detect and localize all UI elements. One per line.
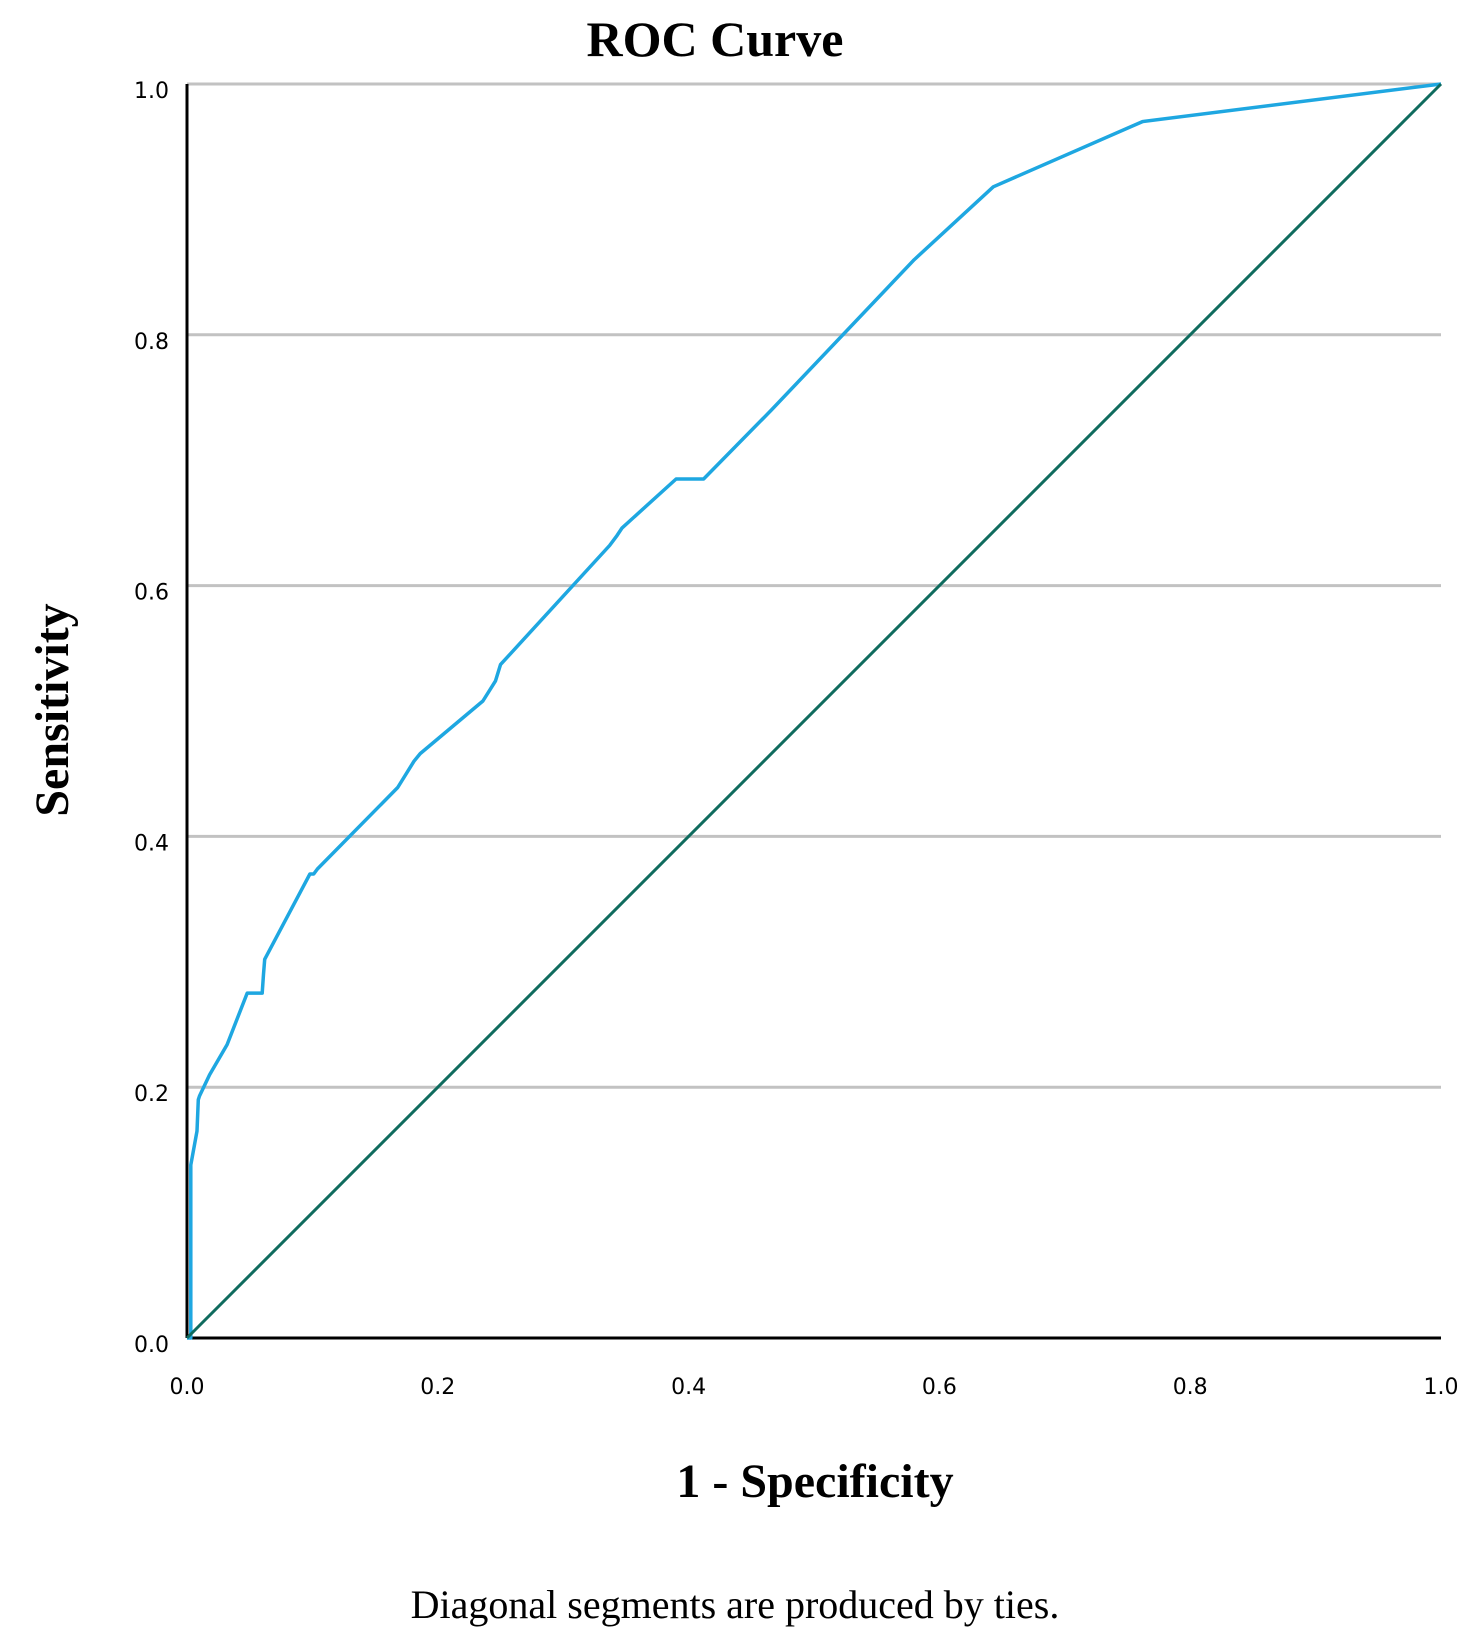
gridlines (187, 82, 1441, 1089)
reference-diagonal-line (185, 82, 1443, 1340)
y-tick-label: 0.4 (134, 831, 169, 856)
footnote: Diagonal segments are produced by ties. (411, 1582, 1060, 1627)
y-tick-label: 0.2 (134, 1082, 169, 1107)
y-axis-label: Sensitivity (26, 603, 79, 816)
x-tick-labels: 0.0 0.2 0.4 0.6 0.8 1.0 (170, 1375, 1459, 1400)
axes (185, 84, 1441, 1340)
x-tick-label: 1.0 (1424, 1375, 1459, 1400)
x-tick-label: 0.2 (420, 1375, 455, 1400)
series-layer (185, 82, 1443, 1340)
roc-curve-line (187, 82, 1442, 1340)
x-tick-label: 0.4 (671, 1375, 706, 1400)
y-tick-label: 1.0 (134, 79, 169, 104)
x-tick-label: 0.8 (1173, 1375, 1208, 1400)
y-tick-label: 0.8 (134, 330, 169, 355)
x-tick-label: 0.6 (922, 1375, 957, 1400)
y-tick-label: 0.6 (134, 581, 169, 606)
x-tick-label: 0.0 (170, 1375, 205, 1400)
chart-title: ROC Curve (587, 11, 844, 67)
y-tick-label: 0.0 (134, 1333, 169, 1358)
x-axis-label: 1 - Specificity (676, 1455, 953, 1508)
y-tick-labels: 0.0 0.2 0.4 0.6 0.8 1.0 (134, 79, 169, 1358)
